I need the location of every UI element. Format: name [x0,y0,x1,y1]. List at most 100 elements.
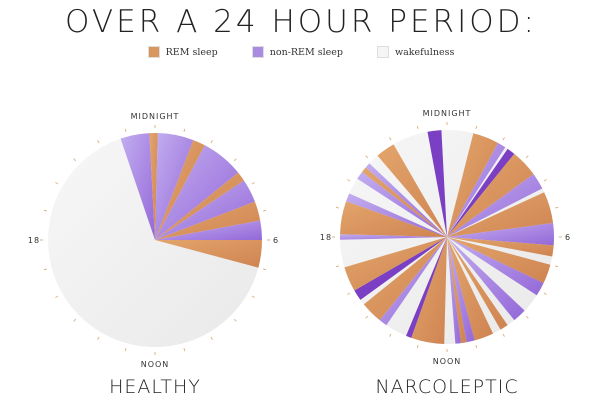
rem-swatch [147,46,160,58]
hour-tick [251,182,255,185]
nonrem-swatch [251,46,264,58]
nonrem-segment [155,145,239,240]
rem-segment [155,172,244,240]
nonrem-segment [447,237,544,296]
hour-tick [416,125,419,129]
hour-tick [210,140,213,144]
legend-label: non-REM sleep [269,46,343,58]
hour-tick [233,318,237,322]
rem-segment [149,133,158,240]
legend-item-rem: REM sleep [147,46,218,58]
hour-tick [263,268,267,271]
rem-segment [447,237,494,341]
hour-tick [502,333,505,337]
nonrem-segment [447,223,554,246]
hour-tick [183,348,186,352]
hour-tick [347,179,351,182]
legend-label: wakefulness [394,46,455,58]
nonrem-segment [120,133,155,240]
hour-tick [55,182,59,185]
nonrem-segment [155,133,194,240]
rem-segment [411,237,447,344]
chart-title: OVER A 24 HOUR PERIOD: [65,4,537,40]
rem-segment [155,240,262,268]
rem-segment [340,201,447,237]
hour-tick [555,265,559,268]
nonrem-segment [357,171,447,237]
rem-segment [447,237,508,330]
nonrem-segment [447,142,506,237]
nonrem-segment [447,237,461,344]
legend-item-wake: wakefulness [376,46,455,58]
rem-segment [447,133,499,237]
nonrem-segment [447,237,525,321]
wake-swatch [376,46,389,58]
rem-segment [155,201,261,240]
hour-tick [43,209,47,212]
clock-label-bottom: NOON [433,357,462,366]
nonrem-segment [346,193,447,237]
clock-label-right: 6 [565,233,571,242]
clock-label-right: 6 [273,236,279,245]
hour-tick [525,155,529,159]
healthy-label: HEALTHY [109,376,201,398]
nonrem-segment [365,163,447,237]
nonrem-segment [339,234,447,240]
rem-segment [362,167,447,237]
narcoleptic-label: NARCOLEPTIC [375,376,519,398]
hour-tick [389,333,392,337]
hour-tick [43,268,47,271]
hour-tick [124,128,127,132]
hour-tick [335,206,339,209]
clock-label-top: MIDNIGHT [423,109,472,118]
hour-tick [251,295,255,298]
rem-segment [447,237,551,284]
hour-tick [183,128,186,132]
rem-segment [447,237,554,257]
hour-tick [124,348,127,352]
hour-tick [475,345,478,349]
nonrem-segment [406,237,447,338]
nonrem-segment [427,130,447,237]
hour-tick [416,345,419,349]
rem-segment [447,237,467,344]
nonrem-segment [354,237,447,300]
hour-tick [365,315,369,319]
hour-tick [389,137,392,141]
clock-label-bottom: NOON [141,360,170,369]
clock-label-top: MIDNIGHT [131,112,180,121]
hour-tick [55,295,59,298]
hour-tick [543,179,547,182]
hour-tick [335,265,339,268]
rem-segment [447,192,554,237]
legend-item-nonrem: non-REM sleep [251,46,343,58]
rem-segment [377,144,447,237]
chart-healthy: MIDNIGHT 6 NOON 18 [28,112,279,369]
nonrem-segment [155,220,262,240]
hour-tick [365,155,369,159]
hour-tick [502,137,505,141]
hour-tick [555,206,559,209]
hour-tick [263,209,267,212]
hour-tick [543,292,547,295]
hour-tick [525,315,529,319]
nonrem-segment [447,237,475,343]
hour-tick [97,336,100,340]
hour-tick [475,125,478,129]
nonrem-segment [155,180,255,240]
hour-tick [347,292,351,295]
hour-tick [233,158,237,162]
nonrem-segment [447,174,543,237]
legend-label: REM sleep [165,46,218,58]
rem-segment [155,140,205,240]
hour-tick [210,336,213,340]
chart-narcoleptic: MIDNIGHT 6 NOON 18 [320,109,571,366]
hour-tick [73,318,77,322]
nonrem-segment [379,237,447,326]
clock-label-left: 18 [320,233,332,242]
rem-segment [447,153,534,237]
rem-segment [363,237,447,321]
clock-label-left: 18 [28,236,40,245]
rem-segment [344,237,447,291]
